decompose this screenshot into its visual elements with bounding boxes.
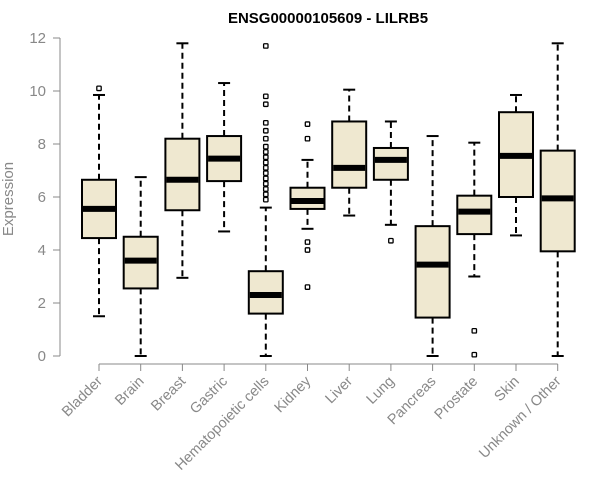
y-tick-label: 0 — [38, 348, 46, 365]
box-unknown-other — [539, 42, 576, 357]
box-lung — [372, 120, 409, 244]
outlier-point — [471, 351, 478, 358]
x-tick-label: Brain — [112, 374, 147, 409]
x-tick-label: Skin — [492, 374, 523, 405]
iqr-box — [372, 146, 409, 181]
outlier-point — [262, 186, 269, 192]
y-tick-label: 10 — [29, 83, 46, 100]
outlier-point — [262, 43, 269, 49]
box-gastric — [206, 82, 243, 233]
boxes-group — [81, 42, 576, 358]
outlier-point — [471, 327, 478, 334]
outlier-point — [262, 170, 269, 176]
box-kidney — [289, 121, 326, 290]
y-tick-label: 12 — [29, 30, 46, 47]
box-prostate — [456, 141, 493, 358]
x-tick-label: Liver — [322, 373, 356, 407]
y-tick-label: 2 — [38, 295, 46, 312]
outlier-point — [262, 154, 269, 161]
outlier-point — [262, 143, 269, 150]
outlier-point — [262, 196, 269, 203]
outlier-point — [262, 159, 269, 166]
y-axis-label: Expression — [0, 162, 17, 236]
outlier-point — [304, 247, 311, 253]
outlier-point — [304, 284, 311, 290]
box-liver — [331, 88, 368, 217]
chart-title: ENSG00000105609 - LILRB5 — [228, 10, 428, 27]
iqr-box — [456, 194, 493, 236]
x-tick-label: Breast — [148, 374, 189, 415]
outlier-point — [262, 191, 269, 198]
outlier-point — [262, 93, 269, 100]
x-tick-label: Bladder — [59, 373, 106, 420]
outlier-point — [262, 101, 269, 108]
x-tick-label: Lung — [364, 374, 398, 408]
outlier-point — [262, 135, 269, 142]
outlier-point — [262, 127, 269, 134]
y-axis: 0 2 4 6 8 10 12 — [29, 30, 61, 365]
x-tick-label: Kidney — [272, 373, 315, 416]
iqr-box — [164, 137, 201, 212]
box-hematopoietic-cells — [247, 43, 284, 357]
outlier-point — [96, 85, 102, 92]
outlier-point — [262, 175, 269, 182]
outlier-point — [304, 239, 311, 245]
box-bladder — [81, 85, 117, 318]
outlier-point — [262, 180, 269, 187]
outlier-point — [304, 121, 311, 127]
y-tick-label: 4 — [38, 242, 46, 259]
box-brain — [122, 176, 159, 357]
outlier-point — [262, 119, 269, 126]
outlier-point — [262, 149, 269, 155]
outlier-point — [262, 164, 269, 171]
y-tick-label: 8 — [38, 136, 46, 153]
iqr-box — [331, 120, 368, 189]
iqr-box — [414, 225, 451, 319]
x-tick-label: Prostate — [432, 374, 481, 423]
y-tick-label: 6 — [38, 189, 46, 206]
box-skin — [498, 93, 534, 237]
outlier-point — [388, 237, 394, 244]
box-pancreas — [414, 135, 451, 357]
outlier-point — [304, 135, 311, 142]
box-breast — [164, 42, 201, 279]
